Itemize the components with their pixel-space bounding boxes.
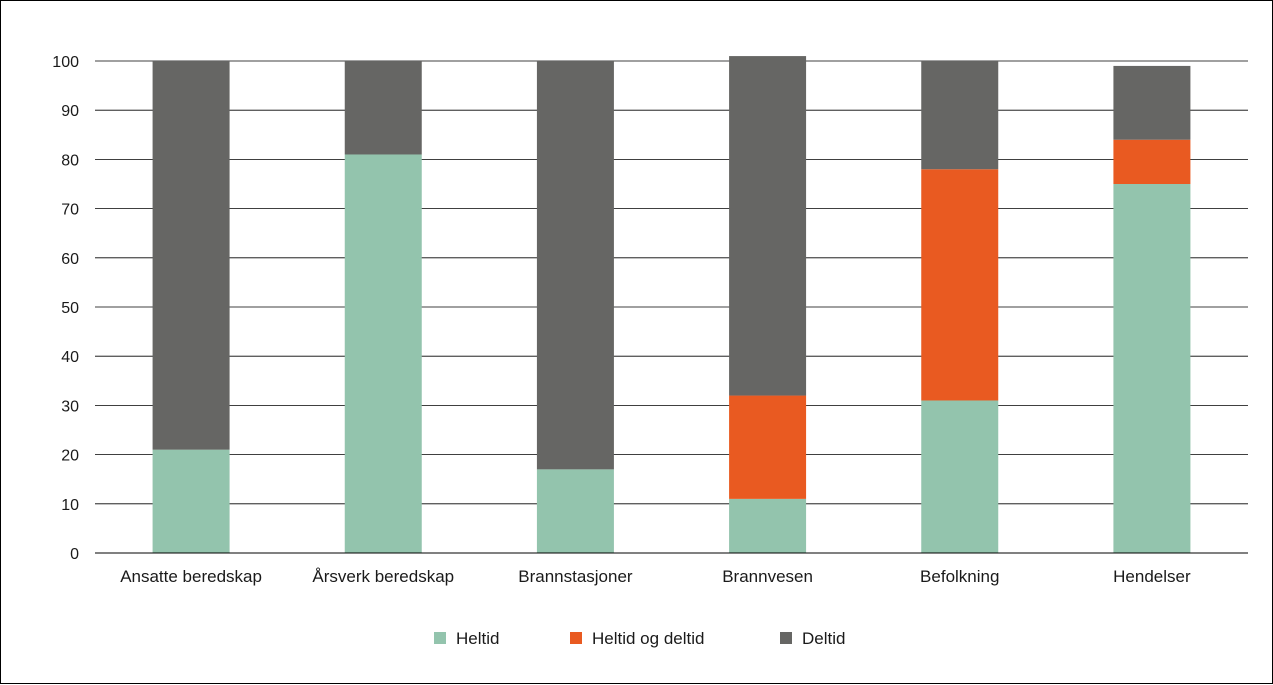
x-category-label: Brannvesen xyxy=(722,567,813,586)
bars xyxy=(152,56,1191,554)
y-tick-label: 30 xyxy=(61,398,79,415)
bar-segment xyxy=(921,400,999,553)
bar-segment xyxy=(1113,65,1191,140)
bar-segment xyxy=(1113,139,1191,184)
y-tick-label: 70 xyxy=(61,202,79,219)
y-tick-label: 50 xyxy=(61,300,79,317)
y-tick-label: 40 xyxy=(61,349,79,366)
bar-segment xyxy=(921,61,999,170)
bar-segment xyxy=(729,395,807,499)
bar-segment xyxy=(152,61,230,450)
x-category-label: Brannstasjoner xyxy=(518,567,633,586)
legend-label: Heltid xyxy=(456,629,499,648)
y-tick-label: 60 xyxy=(61,251,79,268)
x-category-label: Befolkning xyxy=(920,567,999,586)
legend-swatch xyxy=(434,632,446,644)
y-tick-label: 10 xyxy=(61,497,79,514)
x-category-label: Årsverk beredskap xyxy=(312,567,454,586)
bar-segment xyxy=(344,154,422,554)
y-tick-label: 80 xyxy=(61,152,79,169)
y-tick-label: 20 xyxy=(61,448,79,465)
legend-label: Deltid xyxy=(802,629,845,648)
y-tick-label: 100 xyxy=(52,54,79,71)
x-category-label: Hendelser xyxy=(1113,567,1191,586)
bar-segment xyxy=(921,169,999,401)
bar-segment xyxy=(344,61,422,155)
legend-label: Heltid og deltid xyxy=(592,629,704,648)
axes: 0 10 20 30 40 50 60 70 80 90 100 Ansatte beredskap Å… xyxy=(52,54,1248,586)
bar-segment xyxy=(1113,184,1191,553)
legend: Heltid Heltid og deltid Deltid xyxy=(434,629,845,648)
gridlines xyxy=(95,60,1248,505)
y-tick-label: 90 xyxy=(61,103,79,120)
y-tick-label: 0 xyxy=(70,546,79,563)
legend-swatch xyxy=(570,632,582,644)
bar-segment xyxy=(152,449,230,553)
bar-segment xyxy=(729,498,807,553)
bar-segment xyxy=(536,469,614,553)
bar-segment xyxy=(536,61,614,470)
x-category-label: Ansatte beredskap xyxy=(120,567,262,586)
bar-segment xyxy=(729,56,807,396)
legend-swatch xyxy=(780,632,792,644)
